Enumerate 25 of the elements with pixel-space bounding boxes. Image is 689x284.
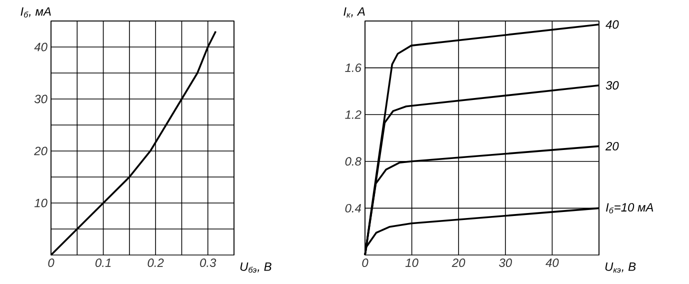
y-axis-title: I$_{к}$, А (344, 7, 365, 18)
x-tick-label: 40 (546, 258, 559, 268)
x-tick-label: 30 (499, 258, 512, 268)
y-tick-label: 0.8 (345, 157, 362, 166)
x-tick-label: 20 (452, 258, 466, 268)
y-tick-label: 1.2 (345, 110, 362, 119)
y-tick-label: 1.6 (345, 64, 362, 72)
x-tick-label: 0 (362, 258, 368, 268)
x-tick-label: 10 (405, 258, 418, 268)
x-axis-title: U$_{бэ}$, В (240, 262, 272, 273)
y-tick-label: 20 (34, 146, 48, 156)
series-label: 40 (606, 20, 619, 29)
y-tick-label: 10 (34, 198, 48, 208)
x-tick-label: 0.3 (200, 258, 216, 268)
y-tick-label: 0.4 (345, 204, 362, 212)
series-label: 20 (605, 142, 619, 150)
x-tick-label: 0 (48, 258, 54, 268)
x-tick-label: 0.2 (148, 258, 164, 268)
y-tick-label: 30 (34, 94, 48, 104)
x-axis-title: U$_{кэ}$, В (605, 262, 636, 273)
x-tick-label: 0.1 (95, 258, 111, 268)
y-axis-title: I$_{б}$, мА (20, 7, 51, 18)
y-tick-label: 40 (34, 42, 48, 52)
series-label: 30 (606, 81, 619, 90)
series-label: I$_{б}$=10 мА (606, 203, 654, 214)
